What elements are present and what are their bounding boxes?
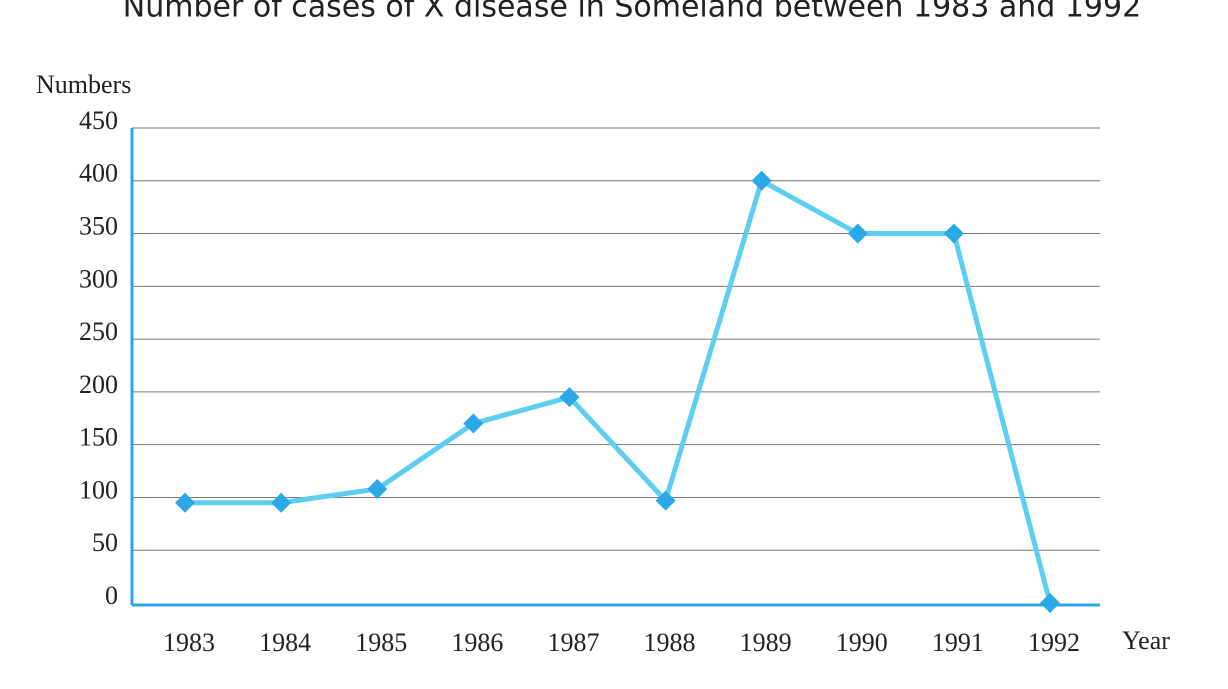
x-tick-label: 1984 [259, 628, 311, 657]
line [185, 178, 1053, 604]
x-tick-label: 1988 [644, 628, 696, 657]
y-tick-label: 350 [79, 212, 118, 241]
marker [943, 223, 964, 244]
y-tick-label: 50 [92, 528, 118, 557]
x-tick-label: 1983 [163, 628, 215, 657]
marker [1040, 593, 1060, 613]
marker [751, 170, 772, 191]
x-tick-label: 1989 [740, 628, 792, 657]
y-tick-label: 150 [79, 423, 118, 452]
y-tick-label: 450 [79, 106, 118, 135]
marker [463, 413, 484, 434]
marker [271, 492, 292, 513]
marker [847, 223, 868, 244]
marker [175, 492, 195, 513]
y-tick-label: 200 [79, 370, 118, 399]
chart-title: Number of cases of X disease in Someland… [123, 0, 1141, 25]
x-tick-label: 1986 [451, 628, 503, 657]
x-tick-label: 1992 [1028, 628, 1080, 657]
y-tick-label: 300 [79, 264, 118, 293]
x-tick-label: 1990 [836, 628, 888, 657]
y-tick-label: 400 [79, 159, 118, 188]
x-tick-label: 1991 [932, 628, 984, 657]
x-tick-label: 1987 [547, 628, 599, 657]
marker [367, 479, 388, 499]
y-axis-label: Numbers [36, 70, 131, 99]
y-tick-label: 100 [79, 475, 118, 504]
y-tick-label: 250 [79, 317, 118, 346]
x-tick-label: 1985 [355, 628, 407, 657]
y-tick-label: 0 [105, 581, 118, 610]
marker [559, 387, 580, 408]
x-axis-label: Year [1122, 626, 1170, 655]
marker [655, 490, 676, 511]
